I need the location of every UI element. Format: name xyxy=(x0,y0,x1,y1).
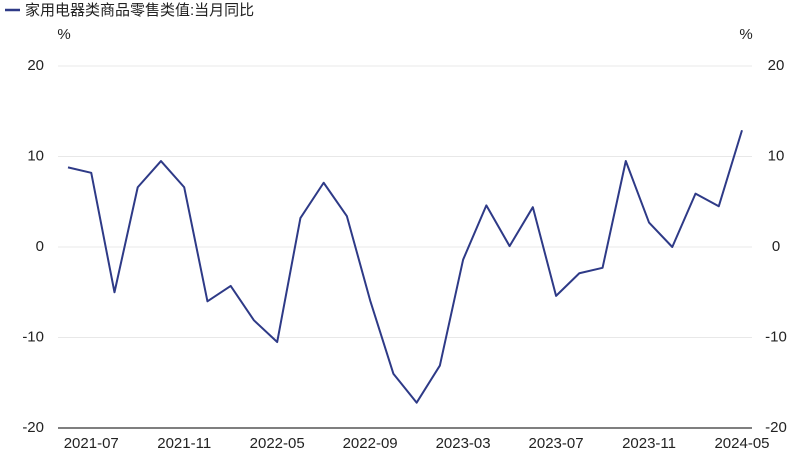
x-tick-label: 2021-11 xyxy=(157,435,211,452)
x-tick-label: 2024-05 xyxy=(714,435,769,452)
x-tick-label: 2021-07 xyxy=(64,435,119,452)
line-series xyxy=(67,129,743,404)
y2-tick-label: 20 xyxy=(768,57,785,74)
y2-unit: % xyxy=(739,26,752,43)
x-tick-label: 2023-11 xyxy=(622,435,676,452)
y2-tick-label: -10 xyxy=(765,328,787,345)
y2-tick-label: 0 xyxy=(772,238,780,255)
x-tick-label: 2022-09 xyxy=(343,435,398,452)
y-tick-label: 0 xyxy=(36,238,44,255)
y2-tick-label: 10 xyxy=(768,147,785,164)
y-tick-label: 20 xyxy=(27,57,44,74)
legend-label: 家用电器类商品零售类值:当月同比 xyxy=(25,2,254,19)
y2-tick-label: -20 xyxy=(765,419,787,436)
x-tick-label: 2023-03 xyxy=(436,435,491,452)
x-tick-label: 2023-07 xyxy=(529,435,584,452)
x-tick-label: 2022-05 xyxy=(250,435,305,452)
y-tick-label: -10 xyxy=(22,328,44,345)
y-tick-label: -20 xyxy=(22,419,44,436)
y-unit: % xyxy=(57,26,70,43)
y-tick-label: 10 xyxy=(27,147,44,164)
